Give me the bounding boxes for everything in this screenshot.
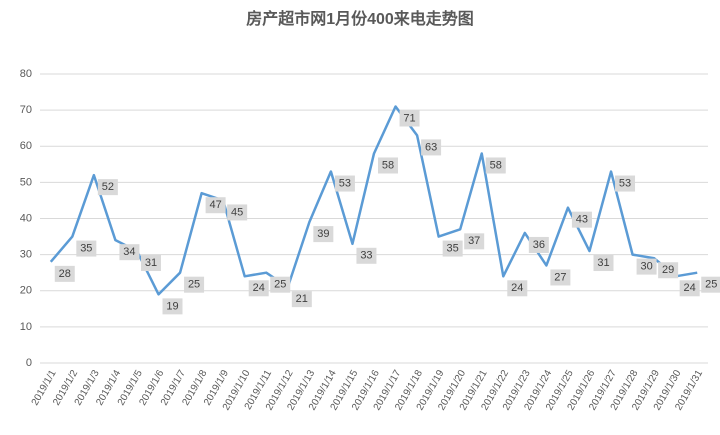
data-label-bg (679, 280, 700, 297)
data-label-bg (334, 175, 355, 192)
data-label-bg (421, 139, 442, 156)
y-tick-label: 80 (20, 68, 32, 80)
data-label: 53 (339, 177, 351, 189)
data-label: 29 (662, 264, 674, 276)
data-label: 25 (705, 279, 717, 291)
data-label: 24 (253, 282, 265, 294)
data-label: 52 (102, 181, 114, 193)
data-label: 28 (59, 268, 71, 280)
data-label-bg (76, 240, 97, 257)
data-label-bg (313, 226, 334, 243)
data-label: 43 (576, 214, 588, 226)
data-label-bg (378, 157, 398, 174)
y-tick-label: 50 (20, 176, 32, 188)
line (49, 105, 698, 296)
data-label: 58 (382, 159, 394, 171)
data-label: 27 (554, 271, 566, 283)
data-label-bg (248, 280, 269, 297)
data-label: 30 (640, 261, 652, 273)
data-label: 63 (425, 141, 437, 153)
y-tick-label: 70 (20, 104, 32, 116)
data-label: 33 (360, 250, 372, 262)
chart-title: 房产超市网1月份400来电走势图 (246, 9, 474, 28)
data-label: 71 (403, 112, 415, 124)
data-label: 39 (317, 228, 329, 240)
data-label: 24 (684, 282, 696, 294)
data-label-bg (507, 280, 528, 297)
y-tick-label: 20 (20, 285, 32, 297)
data-label-bg (636, 258, 657, 275)
data-label: 53 (619, 177, 631, 189)
data-label-bg (658, 262, 679, 279)
data-label-bg (54, 265, 75, 282)
y-tick-label: 60 (20, 140, 32, 152)
data-label: 25 (188, 279, 200, 291)
data-label: 21 (296, 293, 308, 305)
y-tick-label: 40 (20, 212, 32, 224)
data-label: 47 (209, 199, 221, 211)
data-label: 35 (80, 242, 92, 254)
data-label-bg (615, 175, 636, 192)
data-label: 25 (274, 279, 286, 291)
data-label-bg (399, 110, 420, 127)
y-tick-label: 30 (20, 249, 32, 261)
data-label: 35 (447, 242, 459, 254)
data-label-bg (162, 298, 183, 315)
data-label-bg (119, 244, 140, 261)
data-label-bg (550, 269, 571, 286)
data-label-bg (464, 233, 485, 250)
data-label-bg (140, 255, 161, 272)
data-label-bg (227, 204, 248, 221)
data-label-bg (291, 291, 312, 308)
data-label: 34 (123, 246, 135, 258)
y-tick-label: 10 (20, 321, 32, 333)
data-label-bg (701, 276, 720, 293)
data-label-bg (97, 179, 118, 196)
data-label-bg (270, 276, 291, 293)
data-label: 31 (145, 257, 157, 269)
data-label-bg (528, 236, 549, 253)
data-label: 45 (231, 206, 243, 218)
data-label: 31 (597, 257, 609, 269)
data-label-bg (593, 255, 614, 272)
data-label: 24 (511, 282, 523, 294)
data-label: 37 (468, 235, 480, 247)
data-label: 19 (166, 300, 178, 312)
data-label: 58 (490, 159, 502, 171)
data-label: 36 (533, 239, 545, 251)
data-label-bg (442, 240, 463, 257)
data-label-bg (571, 211, 592, 228)
data-label-bg (184, 276, 205, 293)
y-tick-label: 0 (26, 357, 32, 369)
data-label-bg (205, 197, 226, 214)
data-label-bg (485, 157, 506, 174)
data-label-bg (356, 247, 377, 264)
